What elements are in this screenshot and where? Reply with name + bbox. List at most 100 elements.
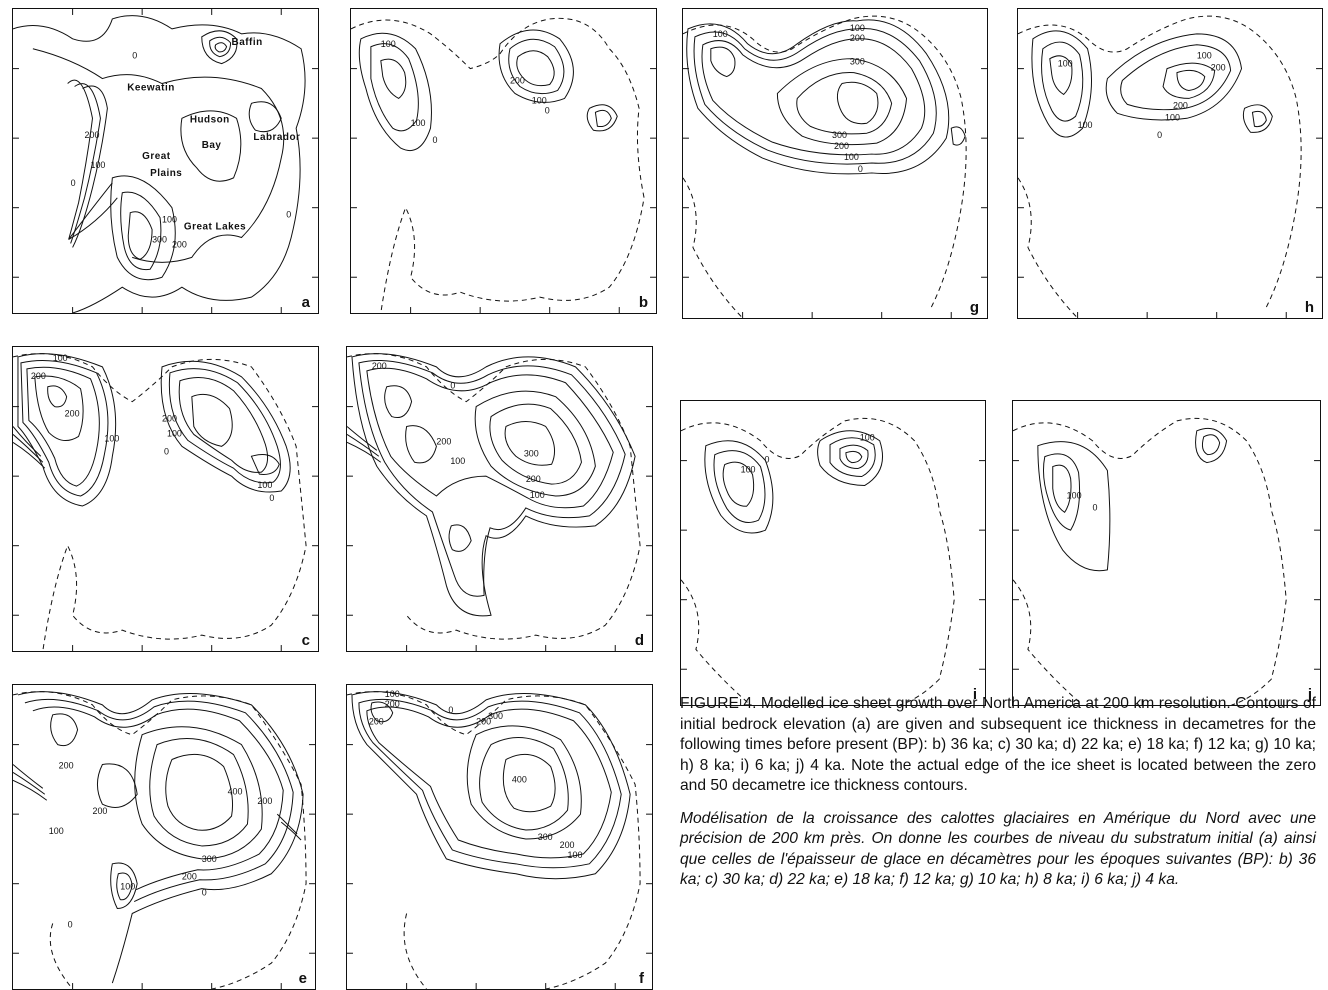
panel-e-map: 200 200 100 400 300 200 200 0 100 0 xyxy=(13,691,315,989)
panel-i: 100 0 100 i xyxy=(680,400,986,706)
contour-label-100: 100 xyxy=(167,428,182,438)
contour-line xyxy=(366,706,612,859)
ice-margin-line xyxy=(681,417,955,705)
ice-margin-line xyxy=(351,17,645,313)
contour-label-200: 200 xyxy=(85,130,100,140)
contour-line xyxy=(466,725,582,840)
contour-label-100: 100 xyxy=(1058,59,1073,69)
contour-label-100: 100 xyxy=(385,689,400,699)
region-label-keewatin: Keewatin xyxy=(127,82,175,93)
contour-label-100: 100 xyxy=(860,433,875,443)
contour-label-200: 200 xyxy=(1173,100,1188,110)
contour-line xyxy=(160,360,291,493)
contour-line xyxy=(13,441,46,469)
panel-label-d: d xyxy=(632,632,646,649)
contour-line xyxy=(1251,110,1267,128)
contour-line xyxy=(120,191,162,271)
ice-margin-line xyxy=(1018,15,1302,308)
contour-line xyxy=(713,450,766,523)
contour-label-200: 200 xyxy=(59,760,74,770)
contour-label-300: 300 xyxy=(152,234,167,244)
region-label-great: Great xyxy=(142,151,171,162)
contour-label-0: 0 xyxy=(68,919,73,929)
contour-label-100: 100 xyxy=(1197,51,1212,61)
ice-margin-line xyxy=(403,913,427,989)
contour-line xyxy=(26,366,100,487)
contour-label-0: 0 xyxy=(545,105,550,115)
contour-line xyxy=(1105,33,1243,121)
caption-english: FIGURE 4. Modelled ice sheet growth over… xyxy=(680,695,1316,794)
contour-label-400: 400 xyxy=(228,786,243,796)
contour-line xyxy=(32,706,284,891)
contour-line xyxy=(829,437,876,478)
contour-line xyxy=(20,359,109,497)
panel-label-a: a xyxy=(299,294,312,311)
panel-h: 100 100 100 200 200 100 0 h xyxy=(1017,8,1323,319)
contour-label-100: 100 xyxy=(450,456,465,466)
contour-label-100: 100 xyxy=(53,353,68,363)
contour-line xyxy=(504,421,556,466)
contour-label-200: 200 xyxy=(526,474,541,484)
contour-line xyxy=(701,38,926,156)
panel-g-map: 100 100 200 300 300 200 100 0 xyxy=(683,15,987,318)
panel-e: 200 200 100 400 300 200 200 0 100 0 e xyxy=(12,684,316,990)
contour-line xyxy=(68,182,113,240)
ice-margin-line xyxy=(681,579,751,705)
contour-label-100: 100 xyxy=(49,826,64,836)
contour-line xyxy=(116,872,133,901)
contour-label-0: 0 xyxy=(764,455,769,465)
panel-f: 100 200 200 0 200 300 400 300 200 100 f xyxy=(346,684,653,990)
contour-line xyxy=(13,764,44,789)
contour-line xyxy=(347,426,378,451)
contour-line xyxy=(149,738,249,847)
contour-line xyxy=(1176,69,1206,91)
contour-label-100: 100 xyxy=(844,152,859,162)
contour-line xyxy=(686,19,950,175)
contour-label-100: 100 xyxy=(162,215,177,225)
contour-label-200: 200 xyxy=(1211,63,1226,73)
contour-line xyxy=(280,821,302,841)
contour-label-100: 100 xyxy=(90,160,105,170)
contour-line xyxy=(710,46,736,78)
region-label-labrador: Labrador xyxy=(253,132,300,143)
contour-line xyxy=(351,353,636,617)
contour-line xyxy=(110,175,176,281)
contour-line xyxy=(1031,30,1093,138)
panel-label-f: f xyxy=(637,970,646,987)
contour-label-300: 300 xyxy=(488,711,503,721)
panel-j: 100 0 j xyxy=(1012,400,1321,706)
contour-line xyxy=(586,104,618,132)
contour-line xyxy=(950,126,966,146)
panel-c-map: 100 200 200 100 200 100 0 100 0 xyxy=(13,353,318,651)
contour-line xyxy=(347,441,382,463)
ice-margin-line xyxy=(347,353,641,640)
contour-label-0: 0 xyxy=(202,888,207,898)
contour-line xyxy=(34,375,84,442)
ice-margin-line xyxy=(347,691,641,989)
contour-label-100: 100 xyxy=(850,23,865,33)
contour-label-0: 0 xyxy=(1157,130,1162,140)
ice-margin-line xyxy=(49,923,73,989)
contour-line xyxy=(498,29,574,103)
contour-line xyxy=(13,426,42,457)
contour-line xyxy=(134,726,263,860)
contour-line xyxy=(13,779,48,801)
contour-line xyxy=(17,691,304,984)
panel-label-c: c xyxy=(299,632,312,649)
contour-line xyxy=(1049,55,1073,96)
contour-label-200: 200 xyxy=(834,141,849,151)
region-label-hudson: Hudson xyxy=(190,114,230,125)
panel-label-j: j xyxy=(1305,686,1314,703)
ice-margin-line xyxy=(683,15,967,308)
ice-margin-line xyxy=(1018,177,1078,318)
contour-line xyxy=(276,813,298,835)
contour-line xyxy=(1052,464,1072,513)
contour-line xyxy=(17,353,117,507)
contour-line xyxy=(384,385,413,418)
contour-label-0: 0 xyxy=(269,493,274,503)
panel-g: 100 100 200 300 300 200 100 0 g xyxy=(682,8,988,319)
contour-label-100: 100 xyxy=(1067,490,1082,500)
contour-line xyxy=(508,38,565,95)
contour-line xyxy=(1037,441,1111,572)
panel-label-b: b xyxy=(636,294,650,311)
